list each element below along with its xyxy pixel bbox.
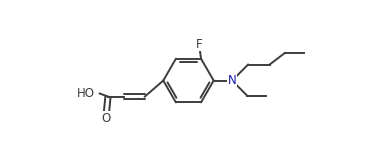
Text: HO: HO bbox=[76, 87, 95, 100]
Text: N: N bbox=[228, 74, 236, 87]
Text: F: F bbox=[196, 38, 203, 51]
Text: O: O bbox=[102, 112, 111, 125]
